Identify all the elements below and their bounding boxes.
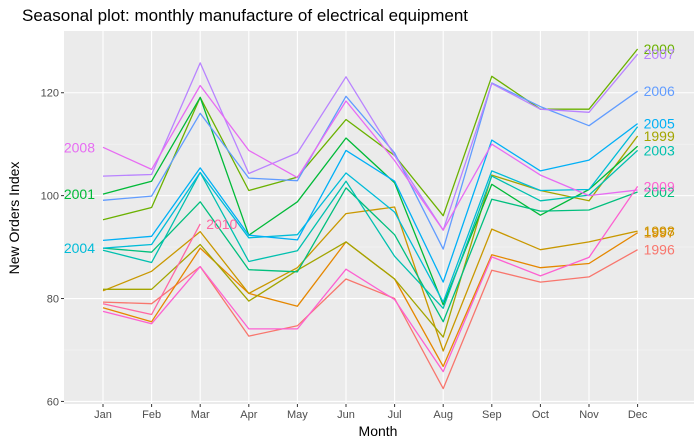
- series-line-1999: [103, 135, 639, 338]
- x-tick-label: Oct: [532, 409, 549, 421]
- y-tick-label: 120: [41, 88, 59, 100]
- y-tick-label: 100: [41, 191, 59, 203]
- y-tick-label: 60: [47, 396, 59, 408]
- series-label-2002: 2002: [644, 184, 675, 200]
- x-tick-label: Jan: [94, 409, 112, 421]
- x-tick-label: Feb: [142, 409, 161, 421]
- series-label-2000: 2000: [644, 41, 675, 57]
- series-lines: [102, 48, 639, 390]
- series-label-1996: 1996: [644, 242, 675, 258]
- y-tick-label: 80: [47, 294, 59, 306]
- series-line-2010: [102, 223, 201, 316]
- series-line-2003: [102, 149, 639, 309]
- series-line-2007: [102, 53, 639, 231]
- series-label-2006: 2006: [644, 83, 675, 99]
- series-label-2001: 2001: [64, 186, 95, 202]
- series-line-1996: [102, 249, 638, 390]
- x-tick-label: Mar: [191, 409, 210, 421]
- series-line-2002: [102, 187, 638, 323]
- x-axis: Jan Feb Mar Apr May Jun Jul Aug Sep Oct Nov Dec: [94, 404, 648, 421]
- series-label-2004: 2004: [64, 240, 95, 256]
- x-tick-label: Jul: [388, 409, 402, 421]
- series-label-1997: 1997: [644, 225, 675, 241]
- x-tick-label: Apr: [240, 409, 257, 421]
- grid: [64, 31, 694, 404]
- x-tick-label: May: [287, 409, 308, 421]
- x-tick-label: Sep: [482, 409, 502, 421]
- series-label-2007: 2007: [644, 46, 675, 62]
- x-tick-label: Jun: [337, 409, 355, 421]
- series-label-2005: 2005: [644, 116, 675, 132]
- series-label-2003: 2003: [644, 142, 675, 158]
- series-line-2005: [102, 123, 638, 283]
- series-line-2004: [102, 126, 639, 303]
- series-line-2009: [102, 186, 639, 373]
- x-tick-label: Dec: [628, 409, 648, 421]
- y-axis: 60 80 100 120: [41, 88, 64, 408]
- series-label-1998: 1998: [644, 223, 675, 239]
- y-axis-title: New Orders Index: [6, 162, 22, 275]
- series-label-2008: 2008: [64, 139, 95, 155]
- x-tick-label: Nov: [579, 409, 599, 421]
- chart-title: Seasonal plot: monthly manufacture of el…: [22, 6, 468, 25]
- series-label-2010: 2010: [206, 216, 237, 232]
- series-label-2009: 2009: [644, 178, 675, 194]
- x-tick-label: Aug: [433, 409, 453, 421]
- plot-panel: [64, 31, 694, 404]
- series-line-2008: [102, 84, 638, 231]
- x-axis-title: Month: [359, 423, 398, 439]
- series-label-1999: 1999: [644, 128, 675, 144]
